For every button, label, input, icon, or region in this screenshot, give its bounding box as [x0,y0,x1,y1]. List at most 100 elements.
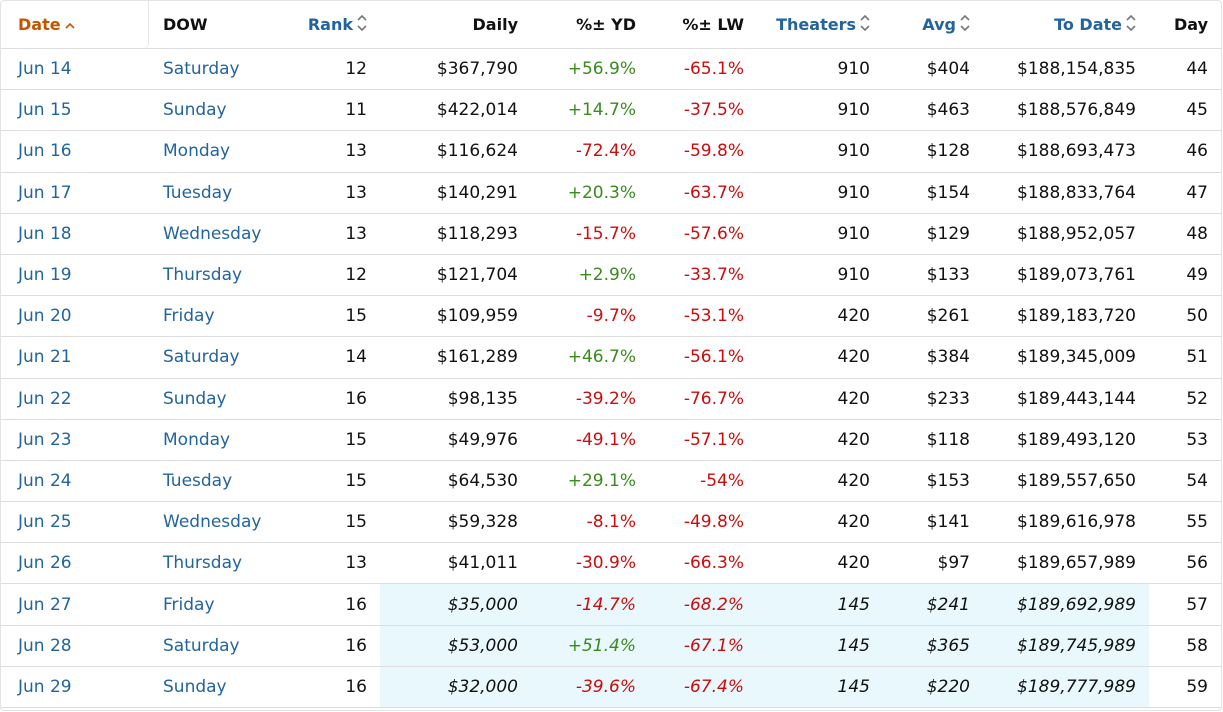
to-date-gross: $189,493,120 [983,419,1149,461]
table-row: Jun 25 Wednesday 15 $59,328 -8.1% -49.8% 420 $1… [1,501,1221,544]
average: $463 [883,89,983,132]
column-header[interactable]: To Date [983,1,1149,49]
day-number: 47 [1149,172,1221,214]
theaters: 420 [757,501,883,544]
daily-gross: $109,959 [380,295,531,338]
date[interactable]: Jun 15 [1,89,148,132]
average: $384 [883,336,983,379]
column-header[interactable]: Theaters [757,1,883,49]
table-row: Jun 26 Thursday 13 $41,011 -30.9% -66.3% 420 $9… [1,542,1221,585]
daily-gross: $121,704 [380,254,531,297]
daily-gross: $32,000 [380,666,531,709]
average: $97 [883,542,983,585]
to-date-gross: $189,616,978 [983,501,1149,544]
day-of-week[interactable]: Monday [148,130,281,173]
column-header[interactable]: Date [1,1,148,49]
date[interactable]: Jun 14 [1,48,148,91]
table-row: Jun 21 Saturday 14 $161,289 +46.7% -56.1% 420 $… [1,336,1221,379]
date[interactable]: Jun 28 [1,625,148,667]
day-of-week[interactable]: Saturday [148,625,281,667]
rank: 16 [281,625,380,667]
to-date-gross: $188,952,057 [983,213,1149,255]
day-of-week[interactable]: Saturday [148,336,281,379]
daily-gross: $59,328 [380,501,531,544]
header-label: Rank [307,15,353,34]
day-number: 49 [1149,254,1221,297]
date[interactable]: Jun 24 [1,460,148,503]
average: $129 [883,213,983,255]
change-last-week: -37.5% [649,89,757,132]
change-yesterday: -30.9% [531,542,649,585]
column-header[interactable]: Rank [281,1,380,49]
theaters: 420 [757,419,883,461]
header-label: To Date [1054,15,1122,34]
day-number: 56 [1149,542,1221,585]
theaters: 420 [757,460,883,503]
theaters: 910 [757,48,883,91]
rank: 16 [281,378,380,420]
change-yesterday: -15.7% [531,213,649,255]
day-of-week[interactable]: Sunday [148,666,281,709]
theaters: 420 [757,378,883,420]
date[interactable]: Jun 23 [1,419,148,461]
day-number: 44 [1149,48,1221,91]
average: $118 [883,419,983,461]
to-date-gross: $189,073,761 [983,254,1149,297]
day-of-week[interactable]: Saturday [148,48,281,91]
change-yesterday: +20.3% [531,172,649,214]
day-of-week[interactable]: Friday [148,583,281,626]
day-of-week[interactable]: Monday [148,419,281,461]
day-of-week[interactable]: Friday [148,295,281,338]
to-date-gross: $189,557,650 [983,460,1149,503]
day-number: 50 [1149,295,1221,338]
theaters: 910 [757,213,883,255]
header-label: Avg [922,15,956,34]
change-last-week: -63.7% [649,172,757,214]
date[interactable]: Jun 29 [1,666,148,709]
sort-icon [1126,14,1136,32]
header-label: Daily [472,15,518,34]
rank: 13 [281,172,380,214]
to-date-gross: $189,745,989 [983,625,1149,667]
daily-gross: $118,293 [380,213,531,255]
date[interactable]: Jun 22 [1,378,148,420]
to-date-gross: $188,693,473 [983,130,1149,173]
column-header[interactable]: Avg [883,1,983,49]
rank: 12 [281,48,380,91]
change-yesterday: +51.4% [531,625,649,667]
change-yesterday: +2.9% [531,254,649,297]
date[interactable]: Jun 16 [1,130,148,173]
change-last-week: -67.1% [649,625,757,667]
day-number: 57 [1149,583,1221,626]
day-of-week[interactable]: Thursday [148,254,281,297]
date[interactable]: Jun 17 [1,172,148,214]
theaters: 145 [757,666,883,709]
change-last-week: -57.6% [649,213,757,255]
change-yesterday: -49.1% [531,419,649,461]
average: $220 [883,666,983,709]
date[interactable]: Jun 26 [1,542,148,585]
to-date-gross: $189,657,989 [983,542,1149,585]
day-number: 58 [1149,625,1221,667]
header-label: Theaters [776,15,856,34]
average: $141 [883,501,983,544]
day-of-week[interactable]: Tuesday [148,172,281,214]
date[interactable]: Jun 27 [1,583,148,626]
day-of-week[interactable]: Tuesday [148,460,281,503]
date[interactable]: Jun 21 [1,336,148,379]
rank: 15 [281,419,380,461]
day-of-week[interactable]: Wednesday [148,501,281,544]
day-of-week[interactable]: Thursday [148,542,281,585]
rank: 13 [281,213,380,255]
date[interactable]: Jun 25 [1,501,148,544]
day-of-week[interactable]: Sunday [148,378,281,420]
date[interactable]: Jun 20 [1,295,148,338]
average: $133 [883,254,983,297]
date[interactable]: Jun 19 [1,254,148,297]
day-of-week[interactable]: Wednesday [148,213,281,255]
date[interactable]: Jun 18 [1,213,148,255]
day-of-week[interactable]: Sunday [148,89,281,132]
table-row: Jun 16 Monday 13 $116,624 -72.4% -59.8% 910 $12… [1,130,1221,173]
day-number: 59 [1149,666,1221,709]
